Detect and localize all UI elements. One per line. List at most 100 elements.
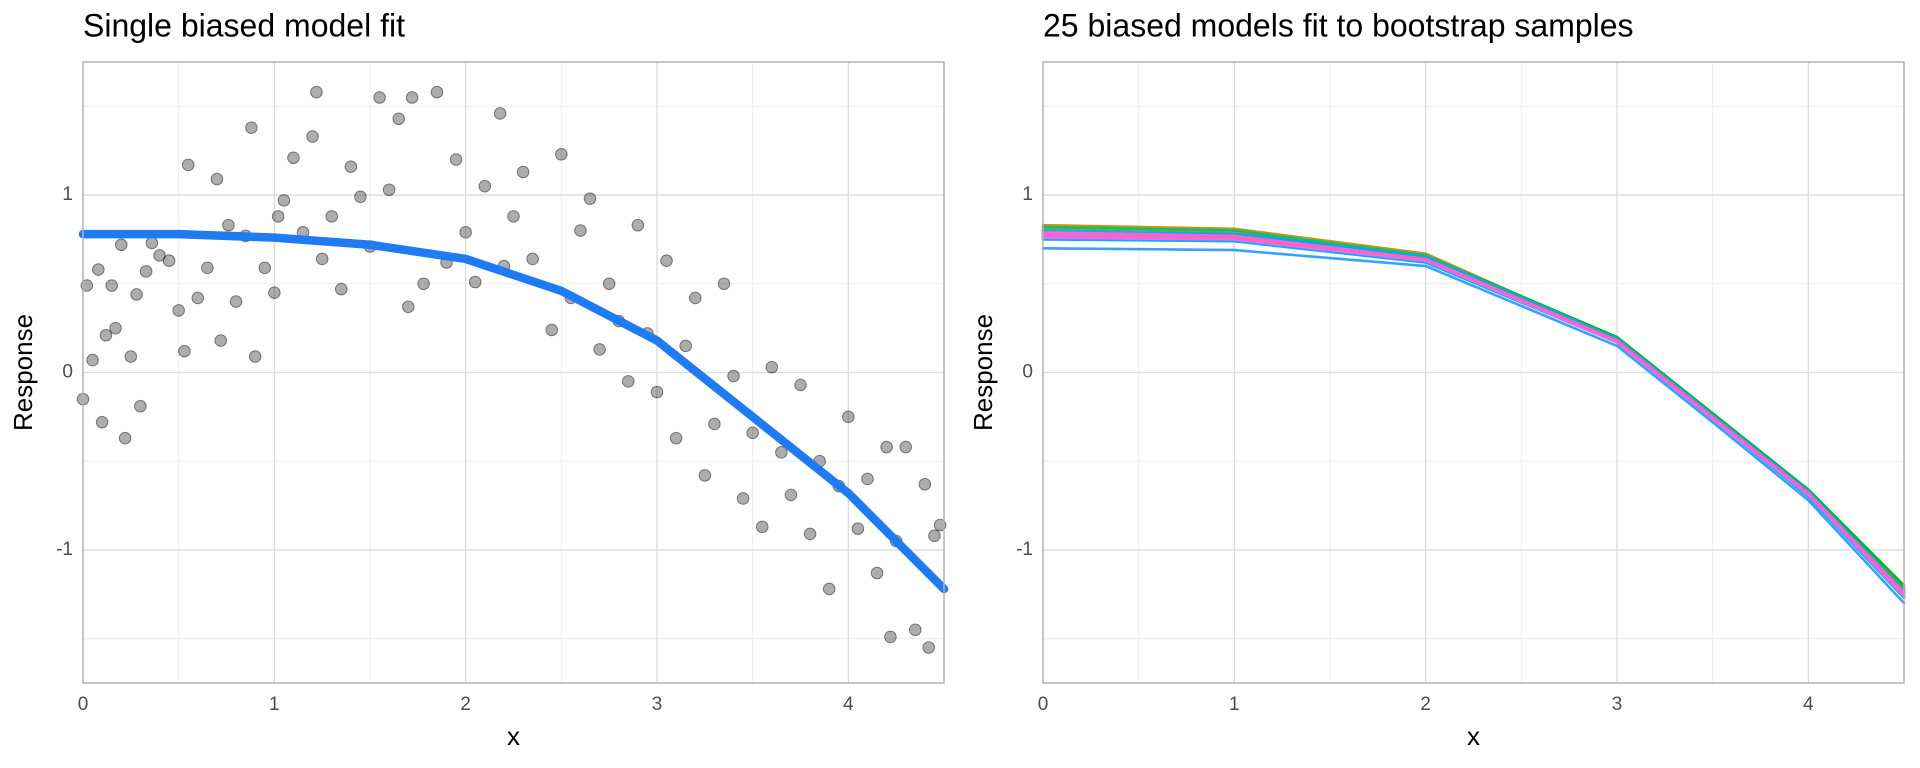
y-axis-title: Response bbox=[8, 314, 38, 431]
x-tick-label: 0 bbox=[78, 694, 89, 715]
panel-border bbox=[82, 61, 945, 684]
model-line bbox=[1041, 247, 1906, 605]
point bbox=[382, 183, 396, 197]
point bbox=[201, 261, 214, 275]
point bbox=[822, 582, 836, 596]
chart-title: Single biased model fit bbox=[83, 7, 405, 43]
point bbox=[130, 288, 143, 301]
point bbox=[118, 431, 132, 445]
x-tick-label: 2 bbox=[1420, 694, 1431, 715]
point bbox=[545, 323, 559, 337]
point bbox=[899, 440, 913, 454]
point bbox=[248, 350, 262, 363]
point bbox=[746, 426, 759, 440]
chart-title: 25 biased models fit to bootstrap sample… bbox=[1043, 7, 1634, 43]
point bbox=[909, 623, 922, 637]
point bbox=[325, 210, 339, 223]
panel-border bbox=[1042, 61, 1905, 684]
point bbox=[727, 369, 740, 383]
point bbox=[922, 641, 935, 654]
point bbox=[602, 277, 616, 291]
point bbox=[178, 344, 191, 358]
point bbox=[124, 350, 138, 363]
fit-line bbox=[78, 229, 949, 594]
point bbox=[95, 415, 109, 429]
point bbox=[622, 375, 635, 388]
x-tick-label: 0 bbox=[1038, 694, 1049, 715]
point bbox=[698, 469, 712, 482]
model-line bbox=[1041, 231, 1906, 593]
point bbox=[105, 279, 118, 292]
x-tick-label: 4 bbox=[843, 694, 854, 715]
point bbox=[861, 472, 874, 486]
point bbox=[765, 360, 779, 374]
point bbox=[344, 160, 358, 173]
point bbox=[315, 252, 329, 266]
point bbox=[851, 522, 865, 535]
x-axis-title: x bbox=[507, 721, 520, 751]
point bbox=[145, 236, 159, 250]
point bbox=[507, 210, 520, 223]
point bbox=[162, 254, 176, 268]
x-tick-label: 4 bbox=[1803, 694, 1814, 715]
point bbox=[373, 91, 386, 104]
point bbox=[918, 477, 932, 491]
point bbox=[650, 385, 664, 399]
x-tick-label: 3 bbox=[1612, 694, 1623, 715]
point bbox=[405, 91, 419, 104]
y-tick-label: 1 bbox=[1022, 184, 1033, 205]
point bbox=[392, 112, 406, 126]
point bbox=[310, 85, 323, 99]
point bbox=[92, 263, 105, 276]
point bbox=[287, 151, 300, 165]
point bbox=[516, 165, 530, 179]
point bbox=[134, 399, 147, 413]
x-tick-label: 1 bbox=[1229, 694, 1240, 715]
point bbox=[933, 518, 947, 532]
point bbox=[191, 291, 205, 305]
point bbox=[401, 300, 415, 314]
x-axis-title: x bbox=[1467, 721, 1480, 751]
point bbox=[708, 417, 721, 431]
point bbox=[842, 410, 855, 424]
point bbox=[493, 107, 507, 120]
point bbox=[669, 431, 683, 445]
point bbox=[736, 492, 750, 505]
point bbox=[775, 446, 788, 459]
point bbox=[222, 218, 235, 232]
point bbox=[153, 249, 166, 262]
point bbox=[306, 130, 319, 143]
point bbox=[86, 353, 99, 367]
point bbox=[583, 192, 597, 205]
point bbox=[555, 147, 568, 161]
point bbox=[784, 488, 798, 502]
point bbox=[688, 291, 702, 305]
point bbox=[468, 275, 482, 289]
point bbox=[229, 295, 243, 308]
point bbox=[335, 282, 348, 296]
point bbox=[80, 279, 94, 292]
point bbox=[139, 265, 153, 278]
model-line bbox=[1041, 234, 1906, 596]
point bbox=[99, 328, 113, 342]
y-tick-label: -1 bbox=[1016, 539, 1033, 560]
point bbox=[277, 194, 291, 207]
point bbox=[459, 226, 472, 239]
point bbox=[884, 630, 897, 644]
point bbox=[258, 261, 272, 275]
y-tick-label: -1 bbox=[56, 539, 73, 560]
point bbox=[794, 378, 807, 392]
point bbox=[526, 252, 539, 266]
point bbox=[928, 529, 941, 543]
point bbox=[210, 172, 224, 186]
point bbox=[109, 321, 122, 335]
x-tick-label: 2 bbox=[460, 694, 471, 715]
point bbox=[172, 304, 185, 317]
point bbox=[430, 85, 444, 99]
point bbox=[478, 179, 492, 193]
point bbox=[181, 158, 195, 172]
y-tick-label: 0 bbox=[1022, 362, 1033, 383]
point bbox=[268, 286, 281, 299]
y-tick-label: 0 bbox=[62, 362, 73, 383]
